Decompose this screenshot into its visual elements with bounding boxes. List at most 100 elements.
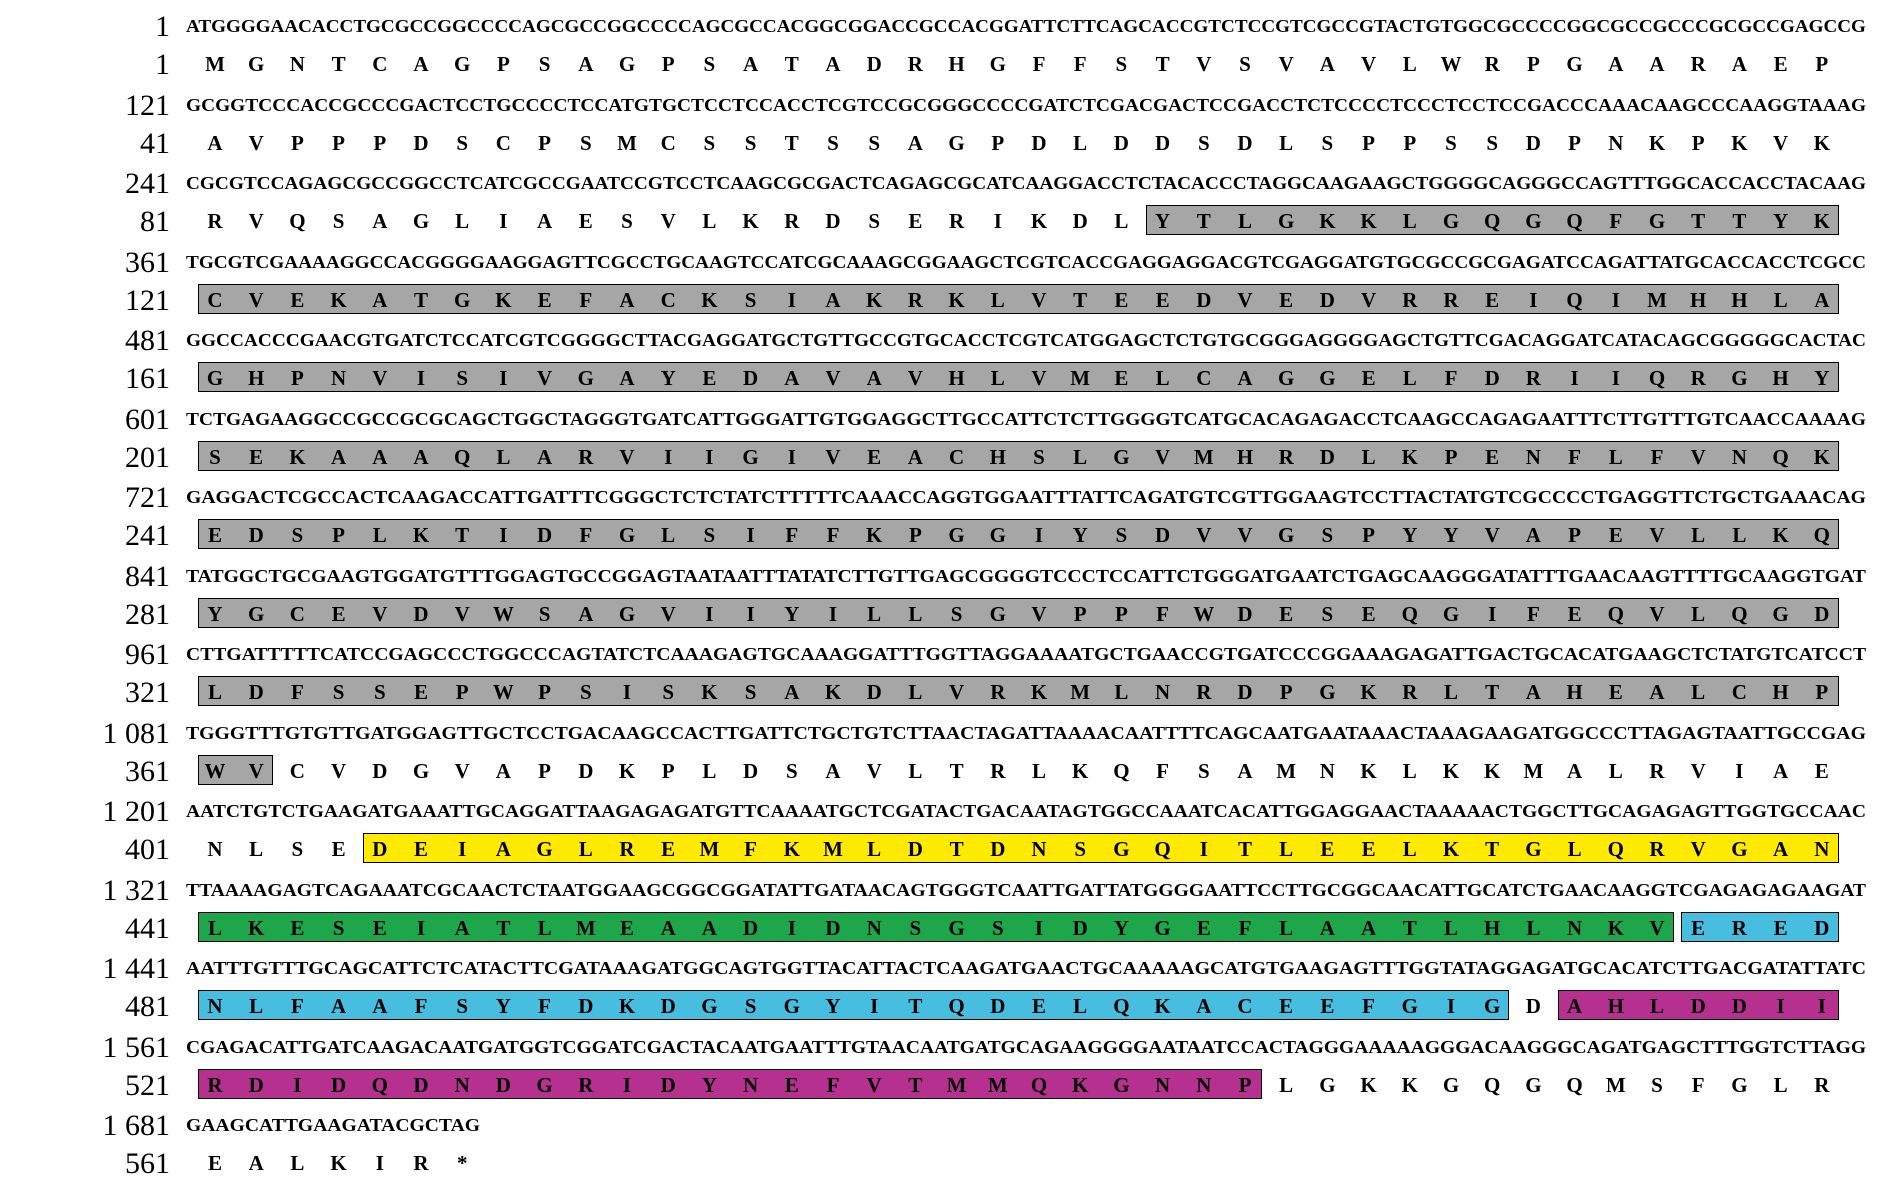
amino-acid-residue: P [1691,130,1705,155]
amino-acid-residue: V [1649,915,1665,940]
amino-acid-residue: K [1319,209,1336,233]
amino-acid-residue: Q [1030,1072,1048,1097]
amino-acid-residue: E [1773,52,1788,76]
nucleotide-position: 241 [125,167,170,200]
amino-acid-residue: V [907,366,923,390]
amino-acid-residue: N [1031,837,1047,861]
amino-acid-residue: V [1196,52,1212,76]
amino-acid-residue: T [1691,209,1706,233]
residue-position: 401 [125,833,170,866]
amino-acid-residue: S [662,680,675,704]
amino-acid-residue: Y [660,366,676,390]
amino-acid-residue: K [1030,209,1048,233]
amino-acid-residue: E [1361,366,1376,390]
residue-position: 161 [125,362,170,395]
amino-acid-residue: F [744,837,757,861]
amino-acid-residue: T [949,758,964,783]
amino-acid-residue: I [622,680,632,704]
amino-acid-residue: I [664,444,673,469]
amino-acid-residue: T [908,1072,923,1097]
amino-acid-residue: R [1402,680,1418,704]
amino-acid-residue: S [785,758,798,783]
amino-acid-residue: G [1442,1072,1460,1097]
amino-acid-residue: D [1237,130,1253,155]
amino-acid-residue: N [1608,130,1624,155]
amino-acid-residue: K [1442,837,1460,861]
amino-acid-residue: E [908,209,923,233]
amino-acid-residue: F [1238,915,1252,940]
nucleotide-position: 1 081 [102,716,171,750]
amino-acid-residue: D [331,1072,347,1097]
amino-acid-residue: R [1196,680,1212,704]
amino-acid-residue: T [1196,209,1211,233]
amino-acid-residue: L [578,837,593,861]
kinase-domain-highlight [198,676,1839,706]
amino-acid-residue: N [1155,680,1171,704]
amino-acid-residue: L [455,209,470,233]
amino-acid-residue: P [1526,52,1540,76]
amino-acid-residue: L [249,994,264,1018]
amino-acid-residue: S [373,680,386,704]
amino-acid-residue: D [1319,287,1335,312]
amino-acid-residue: S [1033,444,1045,469]
amino-acid-residue: V [1690,444,1706,469]
amino-acid-residue: G [1442,601,1460,626]
amino-acid-residue: E [1608,523,1623,547]
amino-acid-residue: S [291,837,304,861]
amino-acid-residue: F [826,1072,840,1097]
amino-acid-residue: K [289,444,306,469]
amino-acid-residue: A [1361,915,1377,940]
amino-acid-residue: L [1361,444,1376,469]
amino-acid-residue: G [248,601,265,626]
amino-acid-residue: Y [1773,209,1789,233]
amino-acid-residue: S [1445,130,1457,155]
amino-acid-residue: F [290,680,304,704]
kinase-domain-highlight [198,519,1839,549]
amino-acid-residue: K [1154,994,1171,1018]
amino-acid-residue: V [866,1072,882,1097]
amino-acid-residue: S [538,52,551,76]
dna-sequence: GAAGCATTGAAGATACGCTAG [186,1115,481,1135]
amino-acid-residue: K [1360,1072,1377,1097]
amino-acid-residue: K [495,287,512,312]
amino-acid-residue: L [908,680,923,704]
amino-acid-residue: P [1238,1072,1252,1097]
amino-acid-residue: D [413,1072,429,1097]
nucleotide-position: 121 [125,88,170,122]
amino-acid-residue: E [537,287,552,312]
amino-acid-residue: G [536,1072,553,1097]
amino-acid-residue: L [290,1151,305,1175]
amino-acid-residue: A [537,444,553,469]
amino-acid-residue: L [1114,209,1129,233]
amino-acid-residue: P [1403,130,1417,155]
amino-acid-residue: D [1525,994,1541,1018]
amino-acid-residue: H [248,366,265,390]
amino-acid-residue: E [1279,287,1294,312]
amino-acid-residue: L [496,444,511,469]
amino-acid-residue: D [1814,915,1830,940]
amino-acid-residue: E [661,837,676,861]
amino-acid-residue: G [948,130,965,155]
amino-acid-residue: Y [1402,523,1418,547]
amino-acid-residue: S [579,130,592,155]
amino-acid-residue: N [1319,758,1335,783]
amino-acid-residue: N [331,366,347,390]
amino-acid-residue: Q [1566,287,1583,312]
amino-acid-residue: M [1276,758,1297,783]
amino-acid-residue: T [1485,680,1500,704]
amino-acid-residue: S [456,994,469,1018]
amino-acid-residue: Q [1401,601,1418,626]
amino-acid-residue: S [1321,523,1334,547]
amino-acid-residue: A [1731,52,1747,76]
amino-acid-residue: M [1523,758,1544,783]
amino-acid-residue: V [372,366,388,390]
amino-acid-residue: V [1031,601,1047,626]
amino-acid-residue: E [290,287,305,312]
amino-acid-residue: L [1773,287,1788,312]
amino-acid-residue: I [416,366,426,390]
dna-sequence: GGCCACCCGAACGTGATCTCCATCGTCGGGGCTTACGAGG… [186,330,1866,350]
amino-acid-residue: D [866,680,882,704]
amino-acid-residue: P [1815,52,1829,76]
amino-acid-residue: G [577,366,594,390]
